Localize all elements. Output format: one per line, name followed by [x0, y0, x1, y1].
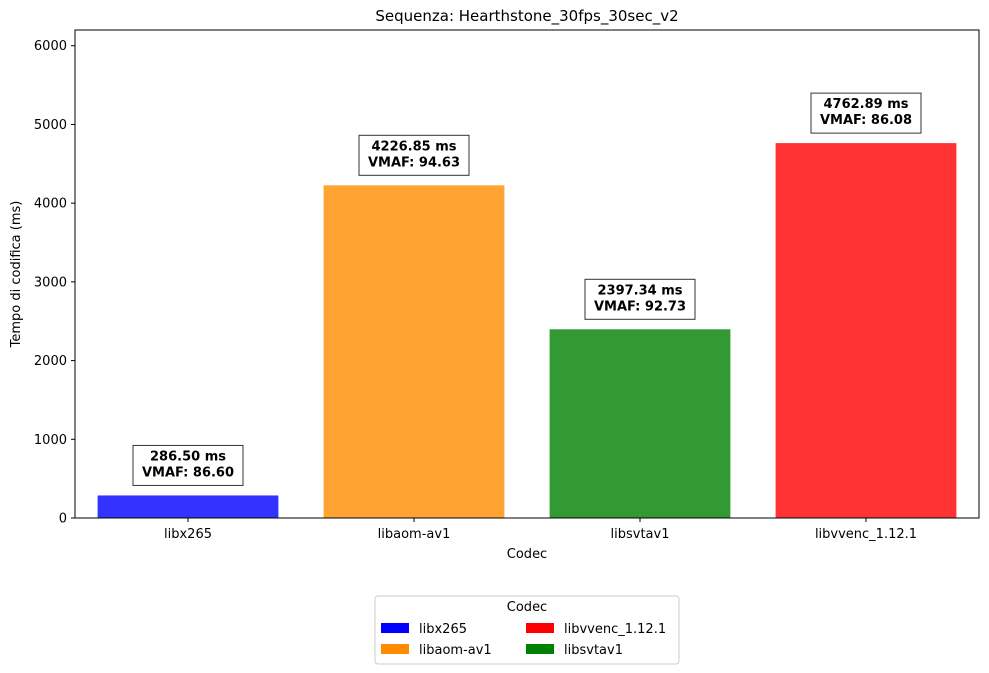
x-tick-label: libvvenc_1.12.1: [815, 527, 917, 542]
y-tick-label: 3000: [34, 275, 67, 290]
legend-title: Codec: [507, 600, 547, 615]
legend-swatch: [526, 644, 554, 654]
x-tick-label: libx265: [164, 527, 212, 542]
chart-title: Sequenza: Hearthstone_30fps_30sec_v2: [375, 7, 678, 26]
y-tick-label: 2000: [34, 354, 67, 369]
legend-entry: libsvtav1: [526, 643, 623, 658]
bar-libvvenc_1.12.1: [775, 143, 957, 518]
legend: Codec libx265libaom-av1libvvenc_1.12.1li…: [374, 595, 680, 665]
y-tick-label: 6000: [34, 39, 67, 54]
legend-entry: libaom-av1: [381, 643, 492, 658]
annotation-vmaf: VMAF: 92.73: [594, 299, 686, 314]
x-tick-label: libaom-av1: [378, 527, 451, 542]
x-axis-label: Codec: [507, 547, 547, 562]
legend-swatch: [526, 623, 554, 633]
annotation-time: 4226.85 ms: [371, 139, 456, 154]
legend-swatch: [381, 623, 409, 633]
bar-libsvtav1: [549, 329, 731, 518]
legend-entry: libvvenc_1.12.1: [526, 622, 666, 637]
annotation-time: 4762.89 ms: [823, 97, 908, 112]
annotation-box: [358, 134, 470, 176]
annotation-box: [584, 278, 696, 320]
y-axis-label: Tempo di codifica (ms): [9, 201, 24, 349]
legend-label: libx265: [419, 622, 467, 637]
legend-entry: libx265: [381, 622, 467, 637]
annotation-time: 286.50 ms: [150, 449, 226, 464]
legend-label: libvvenc_1.12.1: [564, 622, 666, 637]
bars-layer: [97, 143, 957, 518]
y-tick-label: 5000: [34, 118, 67, 133]
annotation-time: 2397.34 ms: [597, 283, 682, 298]
legend-swatch: [381, 644, 409, 654]
legend-label: libaom-av1: [419, 643, 492, 658]
x-axis-ticks: libx265 libaom-av1 libsvtav1 libvvenc_1.12.…: [164, 518, 917, 542]
annotation-box: [132, 444, 244, 486]
y-tick-label: 4000: [34, 197, 67, 212]
axes-layer: [74, 29, 980, 519]
bar-libaom-av1: [323, 185, 505, 518]
bar-libx265: [97, 495, 279, 518]
y-axis-ticks: 0 1000 2000 3000 4000 5000 6000: [34, 39, 75, 527]
annotation-vmaf: VMAF: 94.63: [368, 155, 460, 170]
x-tick-label: libsvtav1: [611, 527, 670, 542]
annotation-vmaf: VMAF: 86.08: [820, 113, 912, 128]
legend-label: libsvtav1: [564, 643, 623, 658]
y-tick-label: 1000: [34, 433, 67, 448]
annotation-vmaf: VMAF: 86.60: [142, 465, 234, 480]
plot-frame: [74, 29, 980, 519]
legend-items: libx265 libaom-av1 libvvenc_1.12.1 libsvtav…: [381, 622, 666, 658]
y-tick-label: 0: [59, 512, 67, 527]
annotation-box: [810, 92, 922, 134]
